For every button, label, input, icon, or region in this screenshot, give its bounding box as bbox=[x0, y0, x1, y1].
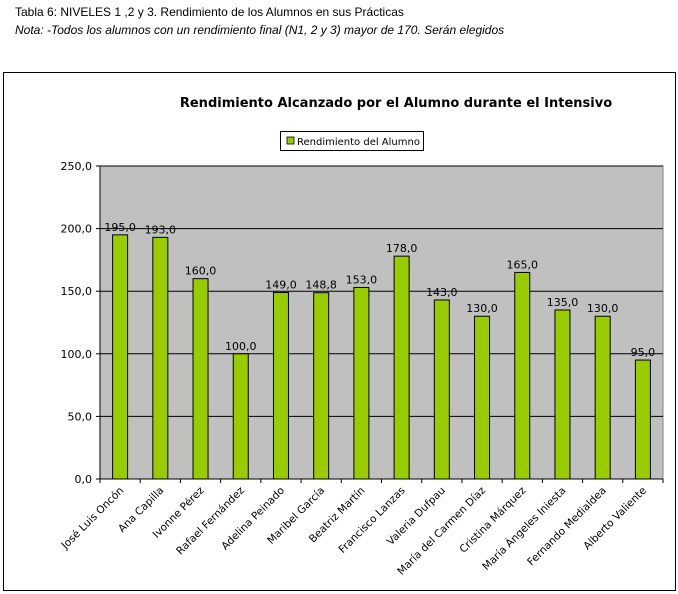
bar bbox=[112, 234, 129, 480]
data-label: 130,0 bbox=[466, 302, 498, 315]
data-label: 143,0 bbox=[426, 286, 458, 299]
bar bbox=[192, 278, 209, 480]
data-label: 178,0 bbox=[386, 242, 418, 255]
y-tick-label: 150,0 bbox=[61, 285, 93, 298]
data-label: 193,0 bbox=[145, 223, 177, 236]
bar bbox=[514, 271, 531, 480]
bar bbox=[433, 299, 450, 480]
bar bbox=[232, 353, 249, 480]
legend-swatch bbox=[286, 136, 295, 145]
y-tick-label: 0,0 bbox=[75, 473, 93, 486]
legend-label: Rendimiento del Alumno bbox=[297, 137, 420, 148]
legend-box bbox=[280, 131, 424, 151]
plot-area bbox=[99, 165, 664, 480]
bar bbox=[313, 292, 330, 480]
data-label: 148,8 bbox=[305, 279, 337, 292]
data-label: 149,0 bbox=[265, 278, 297, 291]
bar bbox=[272, 291, 289, 480]
data-label: 160,0 bbox=[185, 265, 217, 278]
table-caption: Tabla 6: NIVELES 1 ,2 y 3. Rendimiento d… bbox=[15, 5, 404, 19]
bar bbox=[353, 286, 370, 480]
bar bbox=[634, 359, 651, 480]
bar bbox=[152, 236, 169, 480]
bar bbox=[554, 309, 571, 480]
y-tick-label: 200,0 bbox=[61, 223, 93, 236]
y-tick-label: 50,0 bbox=[68, 410, 93, 423]
data-label: 165,0 bbox=[507, 258, 539, 271]
bar bbox=[594, 315, 611, 480]
data-label: 195,0 bbox=[104, 221, 136, 234]
y-tick-label: 100,0 bbox=[61, 348, 93, 361]
chart-title: Rendimiento Alcanzado por el Alumno dura… bbox=[180, 96, 612, 111]
bar bbox=[393, 255, 410, 480]
data-label: 130,0 bbox=[587, 302, 619, 315]
bar bbox=[474, 315, 491, 480]
y-tick-label: 250,0 bbox=[61, 160, 93, 173]
data-label: 153,0 bbox=[346, 273, 378, 286]
table-note: Nota: -Todos los alumnos con un rendimie… bbox=[15, 23, 505, 37]
data-label: 135,0 bbox=[547, 296, 579, 309]
data-label: 100,0 bbox=[225, 340, 257, 353]
data-label: 95,0 bbox=[631, 346, 656, 359]
